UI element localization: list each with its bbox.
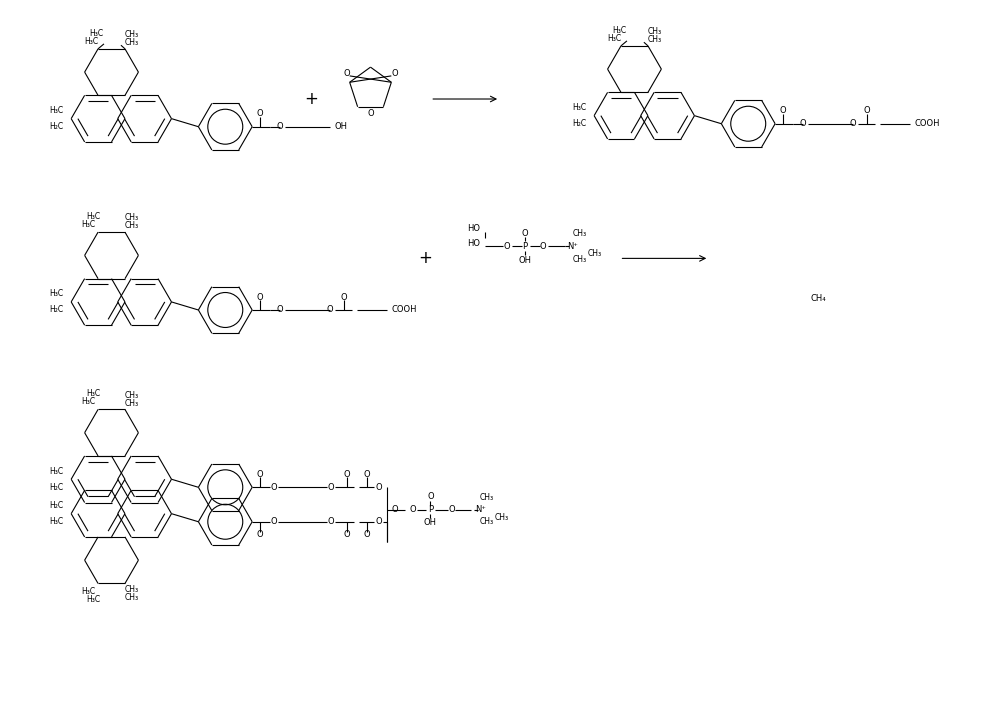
Text: O: O <box>277 122 283 131</box>
Text: O: O <box>780 106 786 116</box>
Text: CH₃: CH₃ <box>588 249 602 258</box>
Text: CH₃: CH₃ <box>648 27 662 36</box>
Text: H₃C: H₃C <box>81 587 95 595</box>
Text: H₃C: H₃C <box>87 212 101 221</box>
Text: O: O <box>341 292 347 302</box>
Text: O: O <box>391 69 398 78</box>
Text: CH₄: CH₄ <box>811 294 827 303</box>
Text: H₃C: H₃C <box>572 103 586 112</box>
Text: CH₃: CH₃ <box>125 221 139 230</box>
Text: CH₃: CH₃ <box>125 593 139 602</box>
Text: O: O <box>257 470 263 479</box>
Text: COOH: COOH <box>392 305 417 314</box>
Text: O: O <box>363 470 370 479</box>
Text: P: P <box>522 242 527 251</box>
Text: COOH: COOH <box>915 119 940 128</box>
Text: CH₃: CH₃ <box>479 517 493 526</box>
Text: H₃C: H₃C <box>612 26 626 35</box>
Text: O: O <box>328 517 334 526</box>
Text: O: O <box>343 69 350 78</box>
Text: OH: OH <box>518 256 531 265</box>
Text: H₃C: H₃C <box>87 389 101 398</box>
Text: CH₃: CH₃ <box>573 229 587 238</box>
Text: H₃C: H₃C <box>49 517 63 526</box>
Text: O: O <box>257 109 263 118</box>
Text: O: O <box>850 119 856 128</box>
Text: O: O <box>504 242 510 251</box>
Text: O: O <box>375 483 382 492</box>
Text: CH₃: CH₃ <box>125 399 139 408</box>
Text: O: O <box>271 483 277 492</box>
Text: H₂C: H₂C <box>572 119 586 128</box>
Text: H₃C: H₃C <box>84 36 98 46</box>
Text: CH₃: CH₃ <box>479 493 493 502</box>
Text: +: + <box>418 250 432 267</box>
Text: CH₃: CH₃ <box>125 391 139 399</box>
Text: CH₃: CH₃ <box>125 213 139 222</box>
Text: O: O <box>863 106 870 116</box>
Text: CH₃: CH₃ <box>125 38 139 47</box>
Text: O: O <box>327 305 333 314</box>
Text: O: O <box>257 292 263 302</box>
Text: O: O <box>522 229 528 238</box>
Text: O: O <box>800 119 806 128</box>
Text: O: O <box>271 517 277 526</box>
Text: CH₃: CH₃ <box>125 30 139 39</box>
Text: H₃C: H₃C <box>49 289 63 298</box>
Text: CH₃: CH₃ <box>125 585 139 595</box>
Text: O: O <box>409 506 416 514</box>
Text: O: O <box>363 530 370 539</box>
Text: O: O <box>367 108 374 118</box>
Text: HO: HO <box>467 224 480 233</box>
Text: H₃C: H₃C <box>81 220 95 229</box>
Text: HO: HO <box>467 239 480 248</box>
Text: P: P <box>428 506 433 514</box>
Text: H₃C: H₃C <box>81 397 95 406</box>
Text: H₃C: H₃C <box>49 106 63 115</box>
Text: +: + <box>304 90 318 108</box>
Text: CH₃: CH₃ <box>494 513 508 522</box>
Text: O: O <box>277 305 283 314</box>
Text: H₂C: H₂C <box>49 122 63 131</box>
Text: OH: OH <box>424 518 437 527</box>
Text: O: O <box>427 492 434 501</box>
Text: O: O <box>328 483 334 492</box>
Text: O: O <box>375 517 382 526</box>
Text: OH: OH <box>335 122 348 131</box>
Text: H₃C: H₃C <box>607 34 621 43</box>
Text: O: O <box>257 530 263 539</box>
Text: O: O <box>392 506 398 514</box>
Text: H₂C: H₂C <box>49 483 63 492</box>
Text: N⁺: N⁺ <box>475 506 486 514</box>
Text: H₃C: H₃C <box>89 29 103 38</box>
Text: N⁺: N⁺ <box>567 242 578 251</box>
Text: O: O <box>448 506 455 514</box>
Text: O: O <box>343 530 350 539</box>
Text: CH₃: CH₃ <box>573 255 587 264</box>
Text: H₂C: H₂C <box>49 305 63 314</box>
Text: O: O <box>540 242 546 251</box>
Text: H₂C: H₂C <box>49 501 63 510</box>
Text: H₃C: H₃C <box>49 467 63 476</box>
Text: H₃C: H₃C <box>87 595 101 604</box>
Text: CH₃: CH₃ <box>648 35 662 44</box>
Text: O: O <box>343 470 350 479</box>
